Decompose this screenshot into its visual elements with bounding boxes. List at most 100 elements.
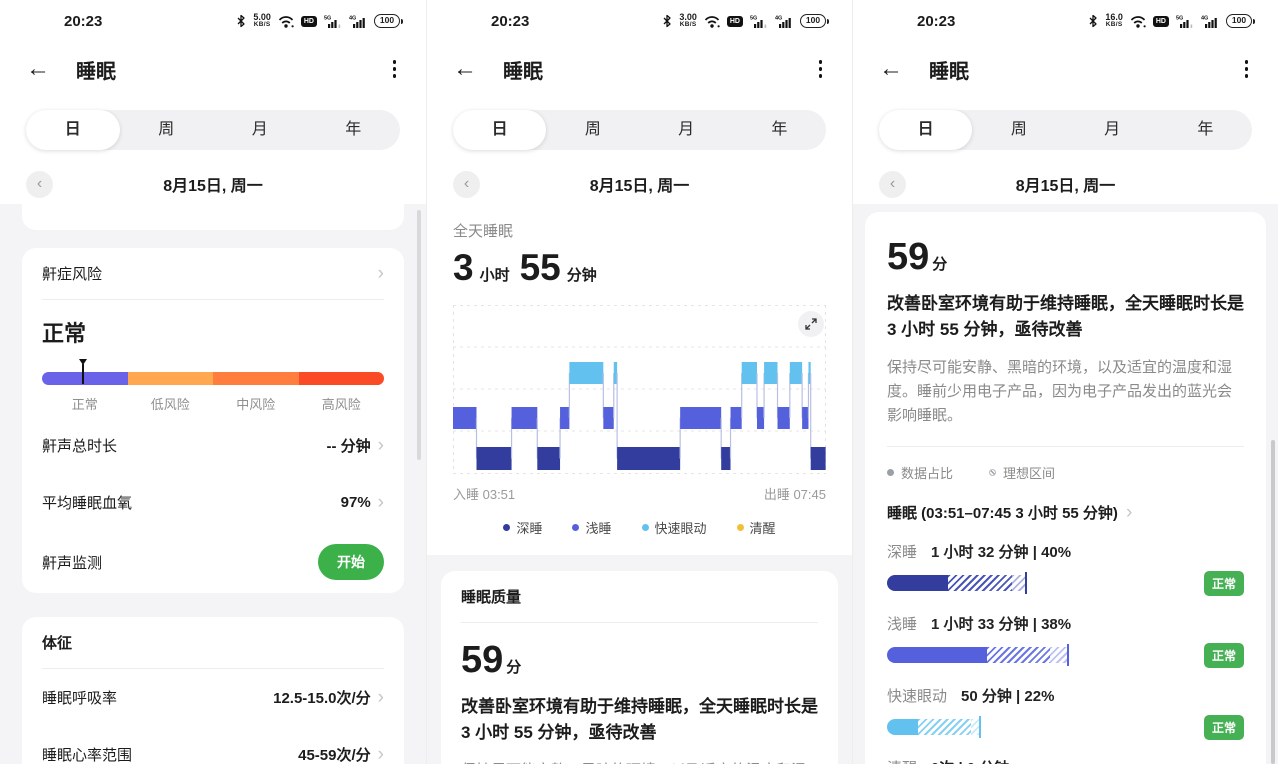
wifi-icon	[1130, 15, 1146, 28]
status-badge: 正常	[1203, 570, 1244, 596]
overflow-menu-icon[interactable]	[1241, 56, 1253, 82]
tab-year[interactable]: 年	[345, 121, 362, 138]
advice-headline: 改善卧室环境有助于维持睡眠，全天睡眠时长是 3 小时 55 分钟，亟待改善	[887, 294, 1244, 340]
chevron-right-icon: ›	[1125, 501, 1133, 523]
chart-legend: 深睡 浅睡 快速眼动 清醒	[427, 518, 852, 537]
snore-monitor-row: 鼾声监测 开始	[42, 531, 384, 593]
overflow-menu-icon[interactable]	[815, 56, 827, 82]
svg-text:5G: 5G	[750, 15, 757, 21]
breath-rate-row[interactable]: 睡眠呼吸率 12.5-15.0次/分 ›	[42, 686, 384, 708]
svg-text:4G: 4G	[1201, 15, 1208, 21]
wifi-icon	[278, 15, 294, 28]
battery-icon: 100	[800, 14, 829, 28]
expand-icon	[805, 318, 817, 330]
risk-seg-high	[298, 372, 384, 385]
data-ratio-dot	[887, 468, 894, 476]
sleep-period-row[interactable]: 睡眠 (03:51–07:45 3 小时 55 分钟) ›	[887, 501, 1133, 523]
advice-detail: 保持尽可能安静、黑暗的环境，以及适宜的温度和湿度。睡前少用电子产品，因为电子产品…	[887, 358, 1233, 424]
tab-day[interactable]: 日	[26, 110, 120, 150]
bar-legend: 数据占比 理想区间	[887, 463, 1244, 482]
chevron-right-icon: ›	[377, 262, 384, 284]
clock: 20:23	[491, 12, 530, 30]
tab-week[interactable]: 周	[158, 121, 175, 138]
date-nav: ‹ 8月15日, 周一	[879, 170, 1252, 198]
status-bar: 20:23 3.00 KB/S HD 5G 4G 100	[427, 0, 852, 42]
tab-year[interactable]: 年	[771, 121, 788, 138]
advice-headline: 改善卧室环境有助于维持睡眠，全天睡眠时长是 3 小时 55 分钟，亟待改善	[461, 697, 818, 743]
bluetooth-icon	[663, 14, 671, 28]
tab-month[interactable]: 月	[1104, 121, 1121, 138]
back-icon[interactable]: ←	[26, 55, 50, 82]
prev-day-button[interactable]: ‹	[879, 170, 906, 198]
heart-rate-row[interactable]: 睡眠心率范围 45-59次/分 ›	[42, 743, 384, 764]
light-sleep-bar	[887, 644, 1079, 667]
app-bar: ← 睡眠	[0, 42, 426, 96]
period-tabs: 日 周 月 年	[26, 110, 400, 150]
overflow-menu-icon[interactable]	[389, 56, 401, 82]
tab-year[interactable]: 年	[1197, 121, 1214, 138]
tab-week[interactable]: 周	[584, 121, 601, 138]
bluetooth-icon	[1089, 14, 1097, 28]
deep-sleep-dot	[503, 524, 511, 531]
prev-day-button[interactable]: ‹	[26, 170, 53, 198]
avg-spo2-row[interactable]: 平均睡眠血氧 97% ›	[42, 491, 384, 513]
rem-dot	[641, 524, 649, 531]
sleep-start-time: 入睡 03:51	[453, 487, 516, 502]
network-speed: 5.00 KB/S	[253, 12, 271, 29]
sleep-end-time: 出睡 07:45	[763, 487, 826, 502]
rem-row: 快速眼动 50 分钟 | 22% 正常	[887, 685, 1244, 740]
scroll-content: 鼾症风险 › 正常 正常 低风险 中风险 高风险 鼾声总时长	[0, 204, 426, 764]
scrollbar[interactable]	[417, 210, 421, 460]
signal-4g-icon: 4G	[1201, 15, 1217, 28]
scrollbar[interactable]	[1271, 440, 1275, 764]
chevron-right-icon: ›	[377, 491, 384, 513]
snore-duration-row[interactable]: 鼾声总时长 -- 分钟 ›	[42, 434, 384, 456]
hd-volte-icon: HD	[726, 15, 743, 27]
total-sleep-label: 全天睡眠	[453, 223, 514, 240]
expand-chart-button[interactable]	[798, 311, 824, 337]
risk-marker-pin	[78, 359, 88, 384]
network-speed: 3.00 KB/S	[679, 12, 697, 29]
wifi-icon	[704, 15, 720, 28]
page-title: 睡眠	[76, 60, 116, 83]
scroll-content: 全天睡眠 3 小时 55 分钟 入睡 03:51 出睡 07:45 深睡	[427, 204, 852, 764]
light-sleep-dot	[572, 524, 580, 531]
deep-sleep-row: 深睡 1 小时 32 分钟 | 40% 正常	[887, 541, 1244, 596]
prev-day-button[interactable]: ‹	[453, 170, 480, 198]
risk-seg-low	[127, 372, 213, 385]
screen-snore-risk: 20:23 5.00 KB/S HD 5G 4G 100 ← 睡眠 日 周 月 年…	[0, 0, 426, 764]
status-badge: 正常	[1203, 642, 1244, 668]
svg-text:5G: 5G	[1176, 15, 1183, 21]
tab-day[interactable]: 日	[453, 110, 547, 150]
ideal-range-dot	[989, 468, 997, 476]
screen-sleep-score: 20:23 16.0 KB/S HD 5G 4G 100 ← 睡眠 日 周 月 年…	[852, 0, 1278, 764]
svg-text:4G: 4G	[349, 15, 356, 21]
snore-risk-title: 鼾症风险	[42, 266, 103, 283]
rem-bar	[887, 716, 1079, 739]
snore-risk-card: 鼾症风险 › 正常 正常 低风险 中风险 高风险 鼾声总时长	[22, 248, 404, 593]
tab-month[interactable]: 月	[678, 121, 695, 138]
screen-sleep-chart: 20:23 3.00 KB/S HD 5G 4G 100 ← 睡眠 日 周 月 年…	[426, 0, 852, 764]
divider	[887, 445, 1244, 447]
tab-week[interactable]: 周	[1010, 121, 1027, 138]
signal-5g-icon: 5G	[1176, 15, 1193, 28]
back-icon[interactable]: ←	[453, 55, 477, 82]
tab-month[interactable]: 月	[251, 121, 268, 138]
back-icon[interactable]: ←	[879, 55, 903, 82]
tab-day[interactable]: 日	[879, 110, 973, 150]
light-sleep-row: 浅睡 1 小时 33 分钟 | 38% 正常	[887, 613, 1244, 668]
chart-time-range: 入睡 03:51 出睡 07:45	[453, 484, 826, 503]
clock: 20:23	[64, 12, 103, 30]
date-nav: ‹ 8月15日, 周一	[26, 170, 400, 198]
chevron-right-icon: ›	[377, 434, 384, 456]
battery-icon: 100	[1226, 14, 1255, 28]
risk-scale-labels: 正常 低风险 中风险 高风险	[71, 397, 361, 412]
snore-risk-header[interactable]: 鼾症风险 ›	[42, 248, 384, 300]
chevron-right-icon: ›	[377, 686, 384, 708]
page-title: 睡眠	[929, 60, 969, 83]
sleep-score: 59 分	[461, 639, 522, 681]
start-monitor-button[interactable]: 开始	[318, 544, 384, 580]
signal-4g-icon: 4G	[349, 15, 365, 28]
period-tabs: 日 周 月 年	[453, 110, 826, 150]
